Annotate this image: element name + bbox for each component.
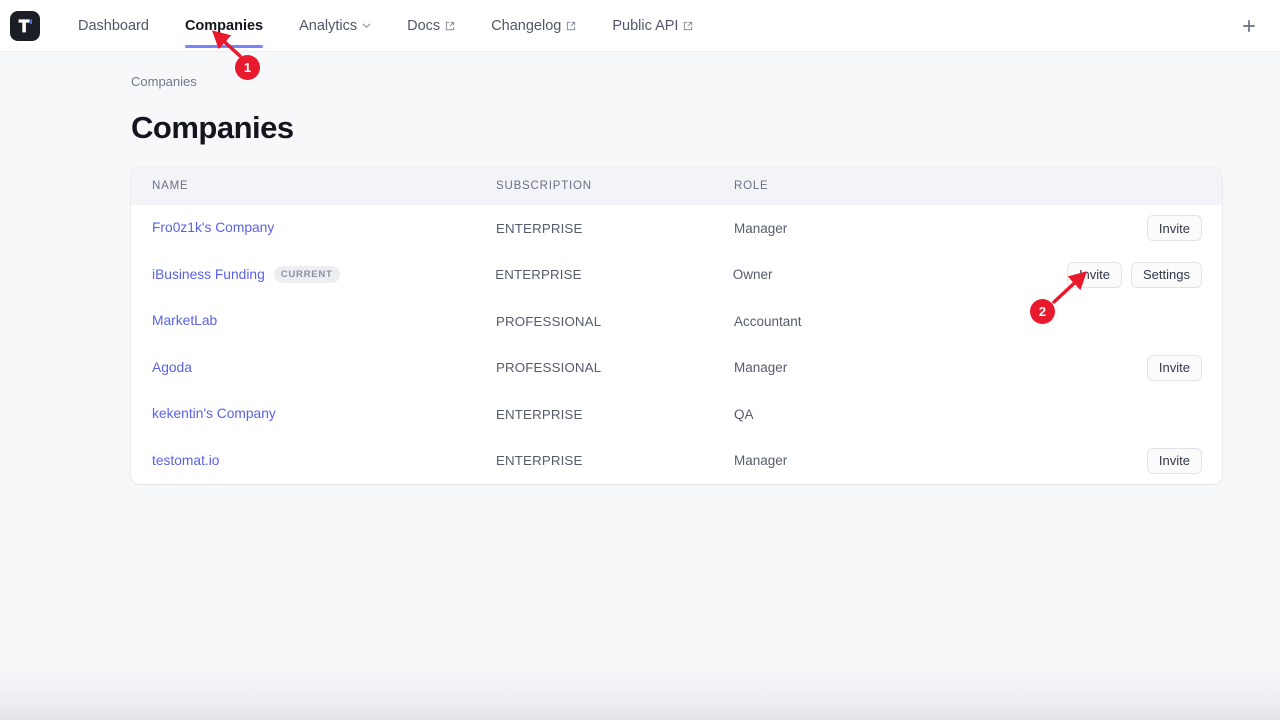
company-link[interactable]: MarketLab (152, 313, 217, 328)
nav-item-public-api[interactable]: Public API (594, 0, 711, 52)
company-link[interactable]: iBusiness Funding CURRENT (152, 265, 340, 283)
row-actions: Invite (1069, 215, 1222, 242)
external-link-icon (445, 21, 455, 31)
company-name: iBusiness Funding (152, 266, 265, 282)
company-link[interactable]: testomat.io (152, 453, 219, 468)
table-row: MarketLab PROFESSIONAL Accountant (131, 298, 1222, 345)
role-value: Owner (732, 267, 773, 283)
row-actions: Invite (1069, 447, 1222, 474)
row-actions: Invite Settings (1066, 261, 1222, 288)
nav-item-dashboard[interactable]: Dashboard (60, 0, 167, 52)
role-value: Accountant (734, 313, 802, 329)
invite-button[interactable]: Invite (1146, 215, 1202, 242)
invite-button[interactable]: Invite (1066, 261, 1123, 288)
table-header-row: NAME SUBSCRIPTION ROLE (131, 167, 1222, 205)
company-name: Agoda (152, 359, 192, 375)
settings-button[interactable]: Settings (1131, 261, 1202, 288)
nav-label: Changelog (491, 17, 562, 34)
subscription-value: PROFESSIONAL (496, 313, 602, 329)
role-value: Manager (734, 220, 788, 236)
role-value: Manager (734, 453, 788, 469)
column-header-name: NAME (152, 180, 189, 192)
company-link[interactable]: Fro0z1k's Company (152, 220, 274, 235)
column-header-role: ROLE (734, 180, 769, 192)
company-name: MarketLab (152, 313, 218, 329)
table-row: testomat.io ENTERPRISE Manager Invite (131, 438, 1222, 485)
nav-item-companies[interactable]: Companies (167, 0, 281, 52)
companies-table: NAME SUBSCRIPTION ROLE Fro0z1k's Company… (131, 167, 1222, 484)
page-content: Companies Companies NAME SUBSCRIPTION RO… (0, 52, 1280, 484)
table-row: iBusiness Funding CURRENT ENTERPRISE Own… (131, 252, 1222, 299)
nav-item-docs[interactable]: Docs (389, 0, 473, 52)
invite-button[interactable]: Invite (1146, 354, 1202, 381)
subscription-value: PROFESSIONAL (496, 360, 602, 376)
company-name: kekentin's Company (152, 406, 276, 422)
top-navigation-bar: Dashboard Companies Analytics Docs Chang… (0, 0, 1280, 52)
subscription-value: ENTERPRISE (496, 453, 583, 469)
page-title: Companies (131, 110, 294, 145)
table-row: kekentin's Company ENTERPRISE QA (131, 391, 1222, 438)
row-actions: Invite (1069, 354, 1222, 381)
external-link-icon (566, 21, 576, 31)
chevron-down-icon (362, 21, 371, 30)
nav-item-analytics[interactable]: Analytics (281, 0, 389, 52)
company-link[interactable]: Agoda (152, 360, 192, 375)
nav-label: Analytics (299, 17, 358, 34)
external-link-icon (683, 21, 693, 31)
subscription-value: ENTERPRISE (496, 220, 583, 236)
bottom-gradient-shade (0, 662, 1280, 720)
breadcrumb-item-companies[interactable]: Companies (131, 74, 197, 89)
role-value: Manager (734, 360, 788, 376)
company-name: testomat.io (152, 452, 220, 468)
testomat-logo-icon[interactable] (10, 10, 40, 41)
breadcrumb: Companies (0, 52, 1280, 91)
nav-label: Companies (184, 17, 264, 34)
subscription-value: ENTERPRISE (495, 267, 582, 283)
subscription-value: ENTERPRISE (496, 406, 583, 422)
nav-item-changelog[interactable]: Changelog (473, 0, 594, 52)
table-row: Agoda PROFESSIONAL Manager Invite (131, 345, 1222, 392)
table-row: Fro0z1k's Company ENTERPRISE Manager Inv… (131, 205, 1222, 252)
plus-icon[interactable] (1236, 13, 1262, 39)
company-link[interactable]: kekentin's Company (152, 406, 276, 421)
nav-label: Dashboard (78, 17, 149, 34)
column-header-subscription: SUBSCRIPTION (496, 180, 592, 192)
nav-label: Public API (612, 17, 679, 34)
company-name: Fro0z1k's Company (152, 220, 275, 236)
invite-button[interactable]: Invite (1146, 447, 1202, 474)
main-nav: Dashboard Companies Analytics Docs Chang… (60, 0, 711, 52)
role-value: QA (734, 406, 754, 422)
nav-label: Docs (407, 17, 441, 34)
status-badge: CURRENT (273, 265, 340, 283)
